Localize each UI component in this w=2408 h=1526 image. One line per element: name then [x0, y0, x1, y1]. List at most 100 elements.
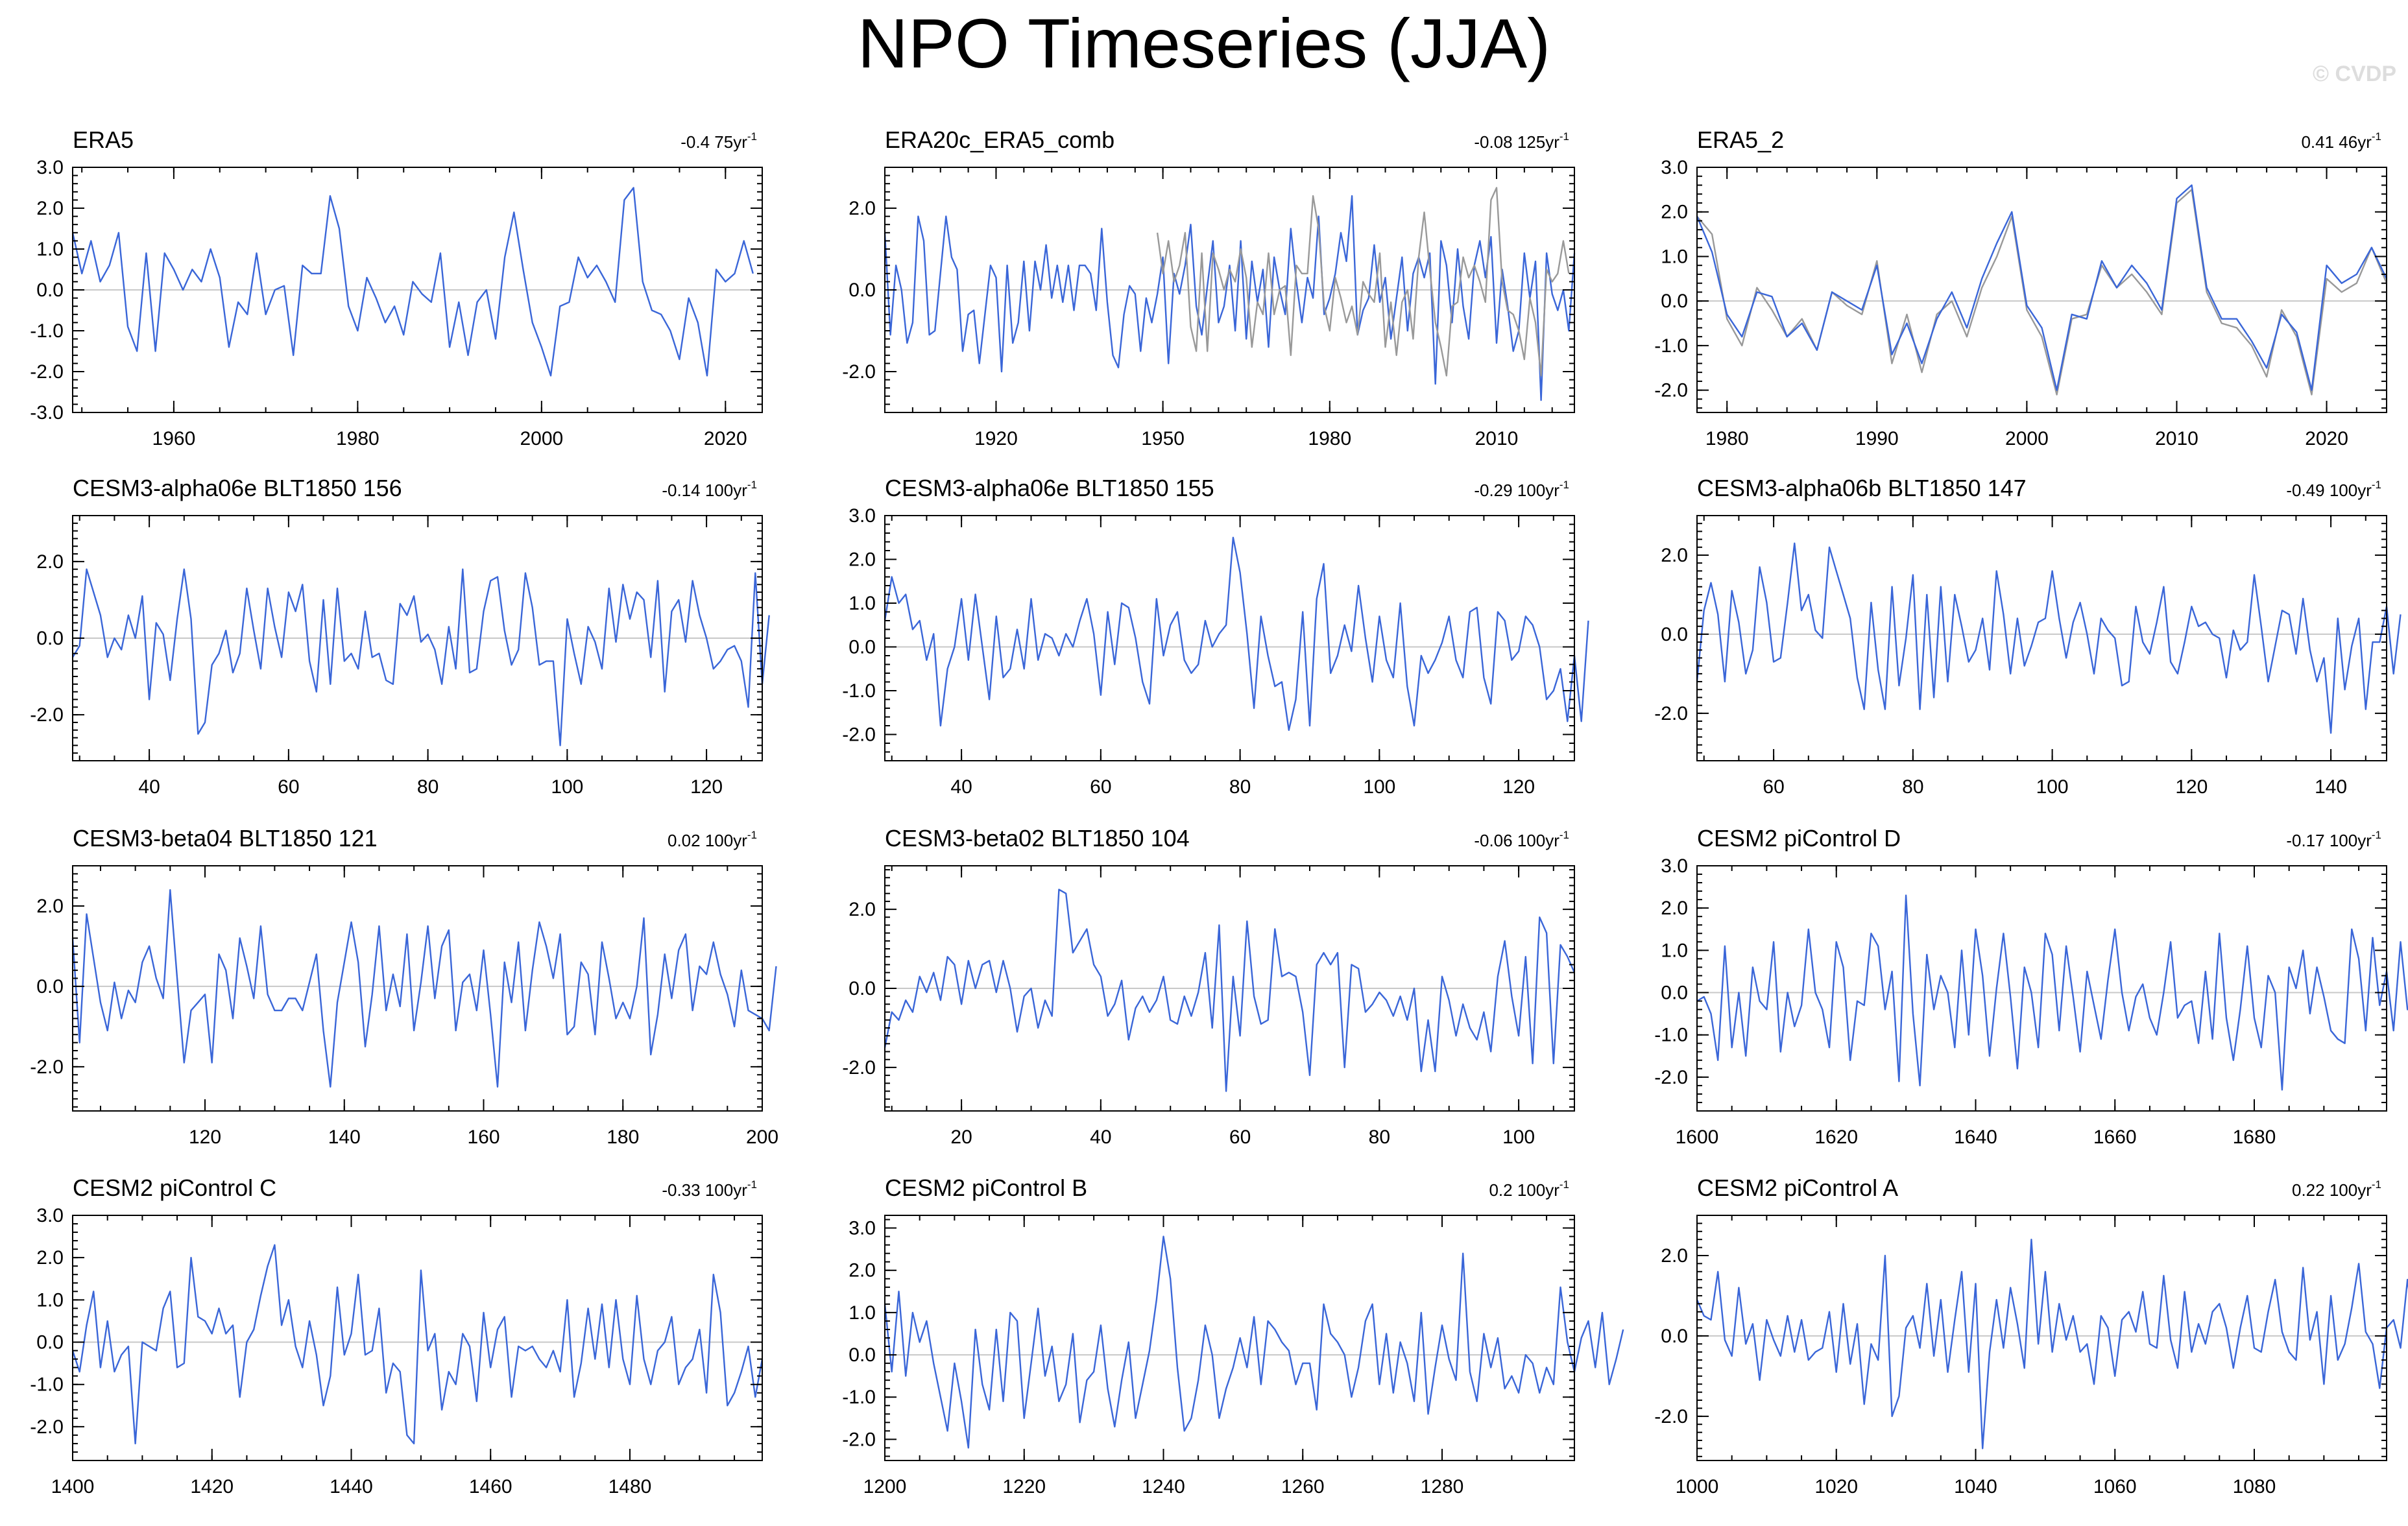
- x-tick-label: 1280: [1421, 1476, 1464, 1497]
- x-tick-label: 40: [138, 776, 160, 798]
- y-tick-label: 0.0: [1661, 291, 1688, 312]
- series-line-reference: [1156, 187, 1570, 377]
- x-tick-label: 1620: [1814, 1127, 1858, 1148]
- trend-label: -0.4 75yr-1: [680, 130, 757, 152]
- y-tick-label: -3.0: [30, 402, 64, 423]
- trend-label: 0.41 46yr-1: [2301, 130, 2381, 152]
- y-tick-label: 3.0: [1661, 855, 1688, 877]
- panel-title: CESM2 piControl D: [1697, 825, 1901, 852]
- y-tick-label: 2.0: [36, 551, 64, 573]
- panel-grid: ERA5 -0.4 75yr-1 -3.0 -2.0 -1.0 0.0 1.0 2.0 3.0 1…: [30, 126, 2408, 1497]
- y-tick-label: -2.0: [30, 1056, 64, 1078]
- plot-frame: [1696, 865, 2387, 1112]
- x-tick-label: 1040: [1954, 1476, 1997, 1497]
- x-tick-label: 1260: [1281, 1476, 1325, 1497]
- y-tick-label: 2.0: [849, 1260, 876, 1282]
- y-tick-label: -1.0: [1654, 335, 1688, 357]
- y-tick-label: -2.0: [842, 1057, 876, 1079]
- x-tick-label: 40: [950, 776, 972, 798]
- panel-title: ERA5_2: [1697, 126, 1784, 153]
- x-tick-label: 80: [1902, 776, 1923, 798]
- panel-8: CESM2 piControl D -0.17 100yr-1 -2.0 -1.0 0.…: [1654, 825, 2408, 1148]
- x-tick-label: 1440: [330, 1476, 373, 1497]
- y-tick-label: 2.0: [1661, 545, 1688, 566]
- x-tick-label: 80: [1369, 1127, 1390, 1148]
- y-tick-label: 0.0: [1661, 983, 1688, 1004]
- y-tick-label: -1.0: [1654, 1025, 1688, 1046]
- x-tick-label: 1680: [2233, 1127, 2276, 1148]
- y-tick-label: 0.0: [36, 628, 64, 649]
- y-tick-label: 2.0: [849, 899, 876, 920]
- panel-4: CESM3-alpha06e BLT1850 155 -0.29 100yr-1 -…: [842, 475, 1589, 798]
- series-line-model: [71, 1244, 764, 1445]
- panel-title: CESM2 piControl B: [885, 1174, 1087, 1201]
- y-tick-label: 3.0: [849, 1218, 876, 1239]
- panel-title: CESM3-alpha06e BLT1850 156: [73, 475, 402, 501]
- x-tick-label: 80: [1229, 776, 1251, 798]
- series-line-model: [1696, 894, 2408, 1091]
- y-tick-label: 0.0: [1661, 624, 1688, 645]
- y-tick-label: 1.0: [1661, 940, 1688, 961]
- trend-label: 0.2 100yr-1: [1489, 1178, 1569, 1200]
- panel-title: ERA20c_ERA5_comb: [885, 126, 1114, 153]
- panel-1: ERA20c_ERA5_comb -0.08 125yr-1 -2.0 0.0 2.0 1…: [842, 126, 1576, 449]
- x-tick-label: 1640: [1954, 1127, 1997, 1148]
- trend-label: -0.49 100yr-1: [2286, 479, 2381, 500]
- x-tick-label: 80: [417, 776, 439, 798]
- x-tick-label: 1000: [1676, 1476, 1719, 1497]
- trend-label: -0.08 125yr-1: [1474, 130, 1569, 152]
- y-tick-label: 0.0: [36, 280, 64, 301]
- y-tick-label: 1.0: [36, 239, 64, 260]
- panel-5: CESM3-alpha06b BLT1850 147 -0.49 100yr-1 -…: [1654, 475, 2402, 798]
- x-tick-label: 1950: [1141, 428, 1185, 449]
- series-line-model: [71, 187, 754, 377]
- y-tick-label: 3.0: [849, 505, 876, 527]
- plot-frame: [72, 1215, 763, 1461]
- y-tick-label: -2.0: [30, 1416, 64, 1438]
- y-tick-label: 2.0: [1661, 1245, 1688, 1267]
- y-tick-label: 0.0: [849, 978, 876, 999]
- x-tick-label: 100: [2036, 776, 2069, 798]
- panel-0: ERA5 -0.4 75yr-1 -3.0 -2.0 -1.0 0.0 1.0 2.0 3.0 1…: [30, 126, 763, 449]
- y-tick-label: -1.0: [842, 1387, 876, 1408]
- x-tick-label: 1660: [2093, 1127, 2137, 1148]
- x-tick-label: 140: [328, 1127, 361, 1148]
- y-tick-label: 0.0: [36, 1332, 64, 1353]
- series-line-reference: [1696, 189, 2388, 396]
- y-tick-label: -2.0: [1654, 1067, 1688, 1088]
- trend-label: 0.02 100yr-1: [668, 829, 757, 850]
- y-tick-label: 0.0: [849, 280, 876, 301]
- trend-label: -0.33 100yr-1: [662, 1178, 757, 1200]
- y-tick-label: -1.0: [30, 1374, 64, 1396]
- y-tick-label: 0.0: [849, 637, 876, 658]
- cvdp-watermark: © CVDP: [2313, 62, 2396, 86]
- x-tick-label: 100: [1502, 1127, 1535, 1148]
- y-tick-label: 3.0: [36, 1205, 64, 1226]
- x-tick-label: 1020: [1814, 1476, 1858, 1497]
- y-tick-label: -1.0: [842, 680, 876, 702]
- trend-label: 0.22 100yr-1: [2292, 1178, 2381, 1200]
- series-line-model: [71, 568, 770, 746]
- x-tick-label: 1980: [1308, 428, 1351, 449]
- y-tick-label: 3.0: [1661, 157, 1688, 178]
- x-tick-label: 2020: [2305, 428, 2348, 449]
- y-tick-label: 1.0: [36, 1289, 64, 1311]
- x-tick-label: 1990: [1855, 428, 1899, 449]
- y-tick-label: 3.0: [36, 157, 64, 178]
- panel-7: CESM3-beta02 BLT1850 104 -0.06 100yr-1 -2.…: [842, 825, 1576, 1148]
- plot-frame: [1696, 515, 2387, 761]
- panel-title: ERA5: [73, 126, 134, 153]
- series-line-model: [1696, 542, 2402, 734]
- x-tick-label: 1480: [608, 1476, 652, 1497]
- x-tick-label: 60: [1763, 776, 1784, 798]
- x-tick-label: 1960: [152, 428, 196, 449]
- y-tick-label: -2.0: [1654, 380, 1688, 401]
- x-tick-label: 120: [1502, 776, 1535, 798]
- trend-label: -0.14 100yr-1: [662, 479, 757, 500]
- x-tick-label: 1400: [51, 1476, 95, 1497]
- x-tick-label: 1600: [1676, 1127, 1719, 1148]
- panel-3: CESM3-alpha06e BLT1850 156 -0.14 100yr-1 -…: [30, 475, 770, 798]
- y-tick-label: -2.0: [1654, 1406, 1688, 1427]
- y-tick-label: -2.0: [30, 361, 64, 383]
- plot-frame: [72, 865, 763, 1112]
